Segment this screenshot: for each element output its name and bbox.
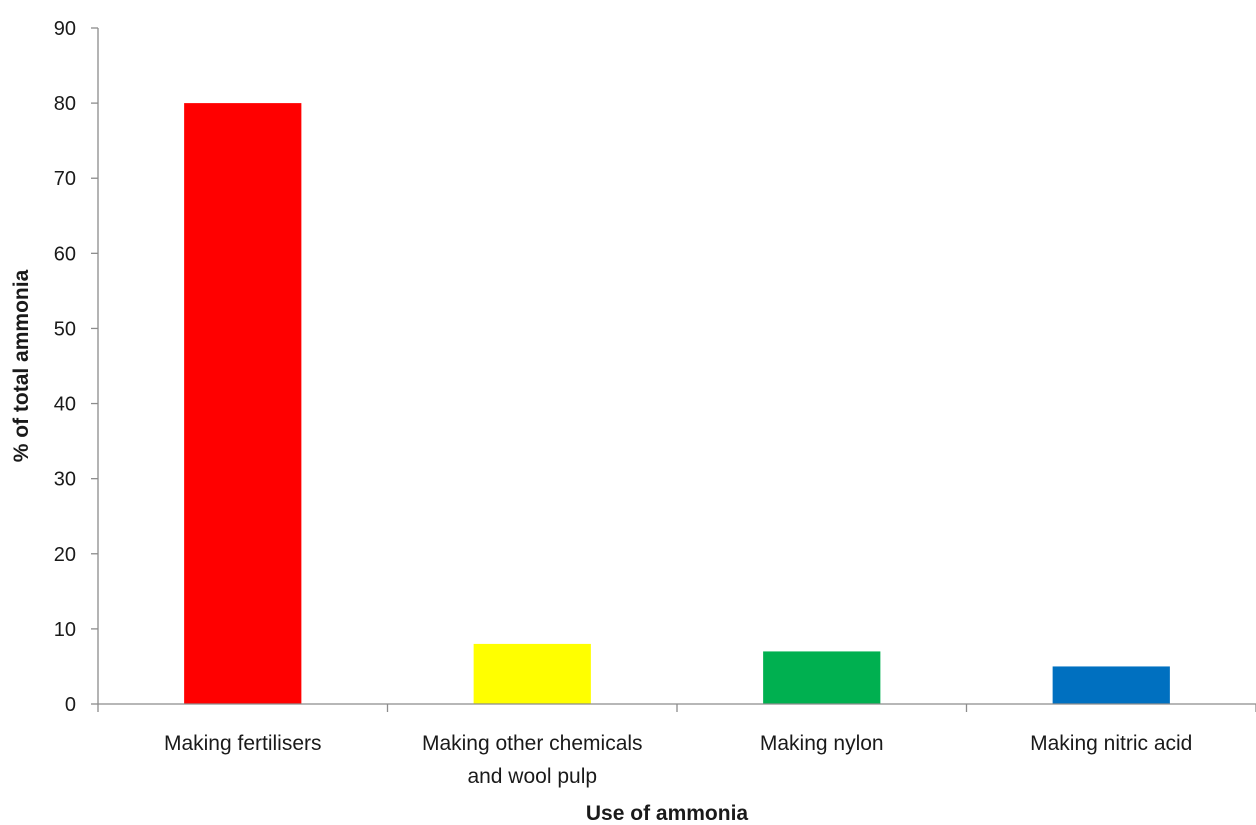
bar xyxy=(184,103,302,705)
bars xyxy=(184,103,1170,705)
y-tick-label: 20 xyxy=(54,544,76,566)
y-tick-label: 90 xyxy=(54,18,76,40)
x-category-label: Making other chemicals and wool pulp xyxy=(422,732,643,788)
bar xyxy=(1052,666,1170,704)
bar xyxy=(473,643,591,704)
y-tick-label: 70 xyxy=(54,168,76,190)
x-axis-ticks xyxy=(97,704,1256,712)
y-tick-label: 30 xyxy=(54,469,76,491)
x-category-label: Making nylon xyxy=(760,732,884,755)
bar xyxy=(763,651,881,704)
y-tick-label: 40 xyxy=(54,394,76,416)
y-tick-label: 10 xyxy=(54,619,76,641)
y-tick-label: 80 xyxy=(54,93,76,115)
x-axis-category-labels: Making fertilisers Making other chemicals… xyxy=(164,732,1192,788)
y-tick-label: 60 xyxy=(54,243,76,265)
x-axis-title: Use of ammonia xyxy=(586,802,749,825)
y-axis-ticks: 0 10 20 30 40 50 60 70 80 90 xyxy=(54,18,98,716)
x-category-label: Making nitric acid xyxy=(1030,732,1192,755)
y-tick-label: 0 xyxy=(65,694,76,716)
x-category-label: Making fertilisers xyxy=(164,732,322,755)
y-tick-label: 50 xyxy=(54,318,76,340)
y-axis-title: % of total ammonia xyxy=(10,269,33,462)
